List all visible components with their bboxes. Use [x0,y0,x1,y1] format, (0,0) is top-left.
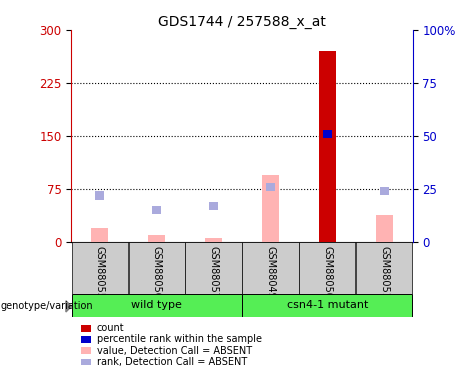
Bar [379,187,389,195]
Text: GSM88049: GSM88049 [266,246,276,299]
Title: GDS1744 / 257588_x_at: GDS1744 / 257588_x_at [158,15,326,29]
Text: GSM88051: GSM88051 [379,246,389,299]
Text: genotype/variation: genotype/variation [1,302,94,311]
Bar [319,51,336,242]
Bar [262,175,279,242]
Bar [242,294,412,317]
Bar [148,235,165,242]
Polygon shape [66,301,71,312]
Bar [72,242,128,294]
Text: rank, Detection Call = ABSENT: rank, Detection Call = ABSENT [97,357,247,367]
Bar [376,215,393,242]
Bar [299,242,355,294]
Text: GSM88057: GSM88057 [208,246,219,299]
Text: value, Detection Call = ABSENT: value, Detection Call = ABSENT [97,346,252,355]
Text: csn4-1 mutant: csn4-1 mutant [287,300,368,310]
Bar [72,294,242,317]
Text: GSM88050: GSM88050 [322,246,332,299]
Bar [91,228,108,242]
Text: GSM88055: GSM88055 [95,246,105,299]
Bar [323,130,332,138]
Bar [356,242,412,294]
Bar [266,183,275,191]
Text: wild type: wild type [131,300,182,310]
Bar [209,202,218,210]
Bar [185,242,242,294]
Text: count: count [97,323,124,333]
Text: GSM88056: GSM88056 [152,246,162,299]
Text: percentile rank within the sample: percentile rank within the sample [97,334,262,344]
Bar [242,242,299,294]
Bar [129,242,185,294]
Bar [152,206,161,214]
Bar [205,238,222,242]
Bar [95,191,105,200]
